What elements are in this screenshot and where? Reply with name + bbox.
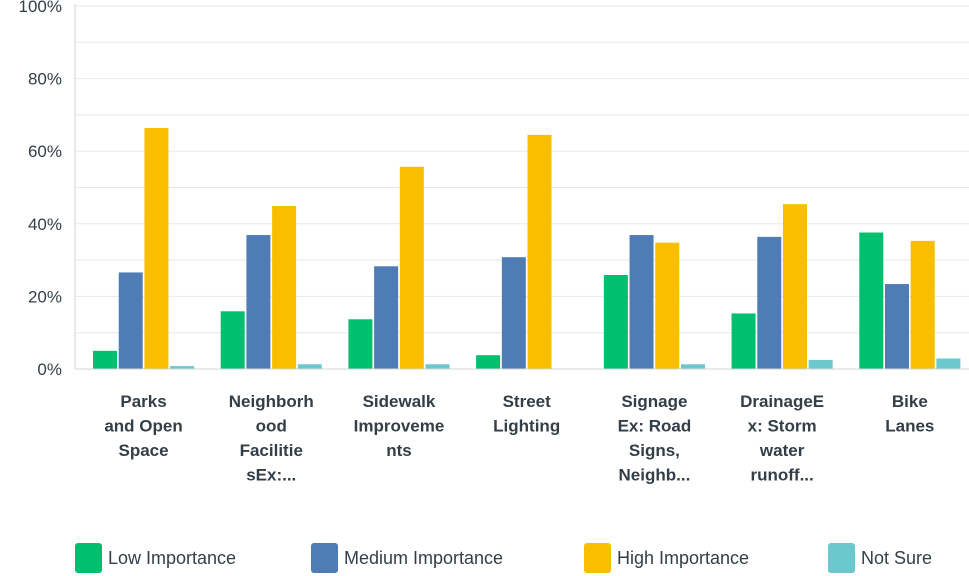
bar-high-importance[interactable] — [782, 204, 807, 369]
y-tick-label: 0% — [37, 360, 62, 379]
x-axis: Parks and Open Space Neighborh ood Facilitie s… — [75, 368, 969, 485]
bar-not-sure[interactable] — [680, 364, 705, 369]
bar-medium-importance[interactable] — [629, 235, 654, 369]
legend-swatch — [311, 543, 338, 573]
y-tick-label: 20% — [28, 287, 62, 306]
bar-low-importance[interactable] — [731, 313, 756, 369]
bar-low-importance[interactable] — [220, 311, 245, 369]
bar-low-importance[interactable] — [476, 355, 501, 369]
y-axis: 0% 20% 40% 60% 80% 100% — [19, 0, 76, 379]
x-tick-label: Neighborh ood Facilitie sEx:... — [229, 392, 314, 485]
x-tick-label: Signage Ex: Road Signs, Neighb... — [618, 392, 692, 485]
gridlines — [75, 5, 969, 334]
bar-medium-importance[interactable] — [884, 284, 909, 369]
legend-label: Low Importance — [108, 548, 236, 568]
bar-medium-importance[interactable] — [374, 266, 399, 369]
bar-high-importance[interactable] — [655, 242, 680, 369]
bar-medium-importance[interactable] — [246, 235, 271, 369]
bar-low-importance[interactable] — [603, 274, 628, 369]
bar-low-importance[interactable] — [348, 319, 373, 369]
y-tick-label: 60% — [28, 142, 62, 161]
bar-high-importance[interactable] — [910, 240, 935, 369]
legend-swatch — [584, 543, 611, 573]
x-tick-label: Street Lighting — [493, 392, 560, 436]
y-tick-label: 100% — [19, 0, 62, 16]
bar-high-importance[interactable] — [144, 127, 169, 369]
legend-swatch — [828, 543, 855, 573]
bar-medium-importance[interactable] — [757, 236, 782, 369]
bar-not-sure[interactable] — [297, 364, 322, 369]
legend-label: High Importance — [617, 548, 749, 568]
legend: Low Importance Medium Importance High Impo… — [75, 543, 932, 573]
bar-low-importance[interactable] — [859, 232, 884, 369]
x-tick-label: Bike Lanes — [885, 392, 934, 436]
bar-not-sure[interactable] — [425, 364, 450, 369]
bar-not-sure[interactable] — [808, 359, 833, 369]
bar-high-importance[interactable] — [527, 134, 552, 369]
x-tick-label: Parks and Open Space — [104, 392, 182, 460]
bar-low-importance[interactable] — [93, 350, 117, 369]
x-tick-label: DrainageE x: Storm water runoff... — [740, 392, 824, 485]
legend-label: Not Sure — [861, 548, 932, 568]
bar-not-sure[interactable] — [936, 358, 961, 369]
bar-not-sure[interactable] — [170, 366, 195, 369]
legend-label: Medium Importance — [344, 548, 503, 568]
x-tick-label: Sidewalk Improveme nts — [354, 392, 445, 460]
bars — [93, 127, 961, 369]
y-tick-label: 40% — [28, 215, 62, 234]
bar-high-importance[interactable] — [399, 166, 424, 369]
legend-swatch — [75, 543, 102, 573]
bar-medium-importance[interactable] — [118, 272, 143, 369]
bar-high-importance[interactable] — [272, 206, 297, 369]
bar-medium-importance[interactable] — [501, 257, 526, 369]
y-tick-label: 80% — [28, 70, 62, 89]
